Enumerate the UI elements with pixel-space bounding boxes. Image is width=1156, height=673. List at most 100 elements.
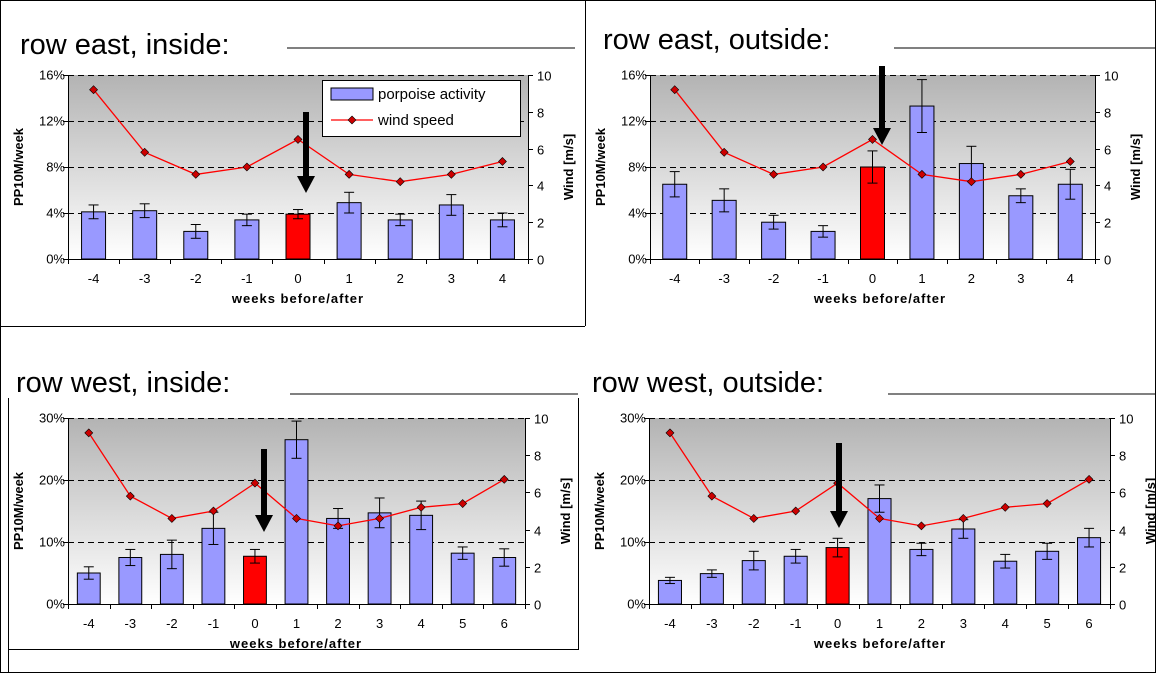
- y2-tick-label: 4: [1104, 179, 1111, 194]
- y2-tick-label: 4: [534, 524, 541, 539]
- y-axis-label: PP10M/week: [592, 471, 607, 550]
- bar: [450, 552, 475, 605]
- bar: [326, 517, 350, 605]
- wind-marker: [333, 521, 343, 531]
- wind-marker: [875, 514, 884, 523]
- y2-tick-label: 6: [537, 143, 544, 158]
- x-tick-label: 0: [251, 616, 258, 631]
- y-tick-label: 4%: [46, 206, 65, 221]
- wind-marker: [125, 491, 135, 501]
- y2-axis-label: Wind [m/s]: [561, 134, 576, 200]
- y-tick-label: 8%: [46, 160, 65, 175]
- wind-marker: [498, 157, 507, 166]
- y-tick-label: 30%: [620, 411, 646, 426]
- wind-marker: [958, 514, 968, 523]
- y2-tick-label: 6: [1104, 143, 1111, 158]
- legend-line-label: wind speed: [377, 112, 454, 129]
- y2-tick-label: 0: [1104, 253, 1111, 268]
- y-tick-label: 12%: [621, 114, 647, 129]
- x-tick-label: -1: [817, 271, 829, 286]
- y-axis-label: PP10M/week: [11, 471, 26, 550]
- wind-marker: [917, 169, 927, 179]
- arrow-head: [830, 511, 848, 528]
- x-tick-label: -2: [190, 271, 202, 286]
- wind-marker: [191, 169, 201, 179]
- y2-tick-label: 8: [1119, 449, 1126, 464]
- x-tick-label: 1: [918, 271, 925, 286]
- wind-marker: [791, 506, 801, 516]
- x-axis-label: weeks before/after: [231, 291, 364, 306]
- y2-tick-label: 2: [534, 561, 541, 576]
- x-tick-label: -3: [139, 271, 151, 286]
- wind-marker: [292, 514, 301, 523]
- x-tick-label: 0: [834, 616, 841, 631]
- wind-marker: [208, 506, 218, 516]
- wind-marker: [458, 499, 468, 508]
- y-tick-label: 20%: [39, 473, 65, 488]
- wind-marker: [1042, 499, 1052, 508]
- y-tick-label: 20%: [620, 473, 646, 488]
- wind-marker: [1084, 474, 1094, 484]
- y-axis-label: PP10M/week: [593, 127, 608, 206]
- x-tick-label: 3: [376, 616, 383, 631]
- y-tick-label: 16%: [39, 68, 65, 83]
- wind-marker: [966, 177, 976, 187]
- wind-marker: [416, 502, 426, 512]
- x-tick-label: 4: [418, 616, 425, 631]
- wind-marker: [375, 514, 385, 523]
- y2-tick-label: 2: [1104, 216, 1111, 231]
- chart-title: row east, outside:: [603, 24, 830, 56]
- y-tick-label: 0%: [627, 597, 646, 612]
- y-axis-label: PP10M/week: [11, 127, 26, 206]
- x-tick-label: 0: [294, 271, 301, 286]
- wind-marker: [868, 134, 877, 144]
- x-tick-label: -3: [706, 616, 718, 631]
- chart-title: row east, inside:: [20, 29, 230, 61]
- x-tick-label: 4: [499, 271, 506, 286]
- bar: [387, 219, 413, 260]
- wind-marker: [84, 428, 94, 438]
- y2-tick-label: 10: [1104, 69, 1118, 84]
- x-tick-label: 3: [1017, 271, 1024, 286]
- wind-marker: [818, 162, 828, 172]
- legend-line-marker: [347, 115, 357, 125]
- x-tick-label: 2: [968, 271, 975, 286]
- x-tick-label: -2: [768, 271, 780, 286]
- x-tick-label: -4: [88, 271, 100, 286]
- wind-marker: [293, 134, 303, 144]
- wind-marker: [446, 169, 456, 179]
- x-tick-label: 1: [293, 616, 300, 631]
- chart-title: row west, outside:: [592, 367, 824, 399]
- bar: [810, 230, 836, 260]
- x-tick-label: -1: [241, 271, 253, 286]
- y2-tick-label: 10: [537, 69, 551, 84]
- x-tick-label: -3: [125, 616, 137, 631]
- legend: porpoise activity wind speed: [322, 80, 521, 137]
- x-tick-label: 3: [448, 271, 455, 286]
- bar: [699, 573, 724, 605]
- x-tick-label: -1: [790, 616, 802, 631]
- chart-panel-2: row east, outside:0%4%8%12%16%0246810-4-…: [593, 24, 1156, 306]
- bar: [1008, 195, 1034, 260]
- x-tick-label: -2: [166, 616, 178, 631]
- y2-tick-label: 4: [1119, 524, 1126, 539]
- wind-marker: [167, 514, 177, 523]
- bar: [132, 210, 158, 260]
- y2-tick-label: 10: [1119, 412, 1133, 427]
- y2-tick-label: 6: [534, 486, 541, 501]
- y2-axis-label: Wind [m/s]: [558, 478, 573, 544]
- y2-tick-label: 8: [1104, 106, 1111, 121]
- bar: [1057, 183, 1083, 260]
- wind-marker: [665, 428, 675, 438]
- wind-marker: [499, 474, 509, 484]
- x-tick-label: 1: [876, 616, 883, 631]
- x-axis-label: weeks before/after: [813, 636, 946, 651]
- y2-tick-label: 0: [537, 253, 544, 268]
- y-tick-label: 0%: [628, 252, 647, 267]
- y-tick-label: 16%: [621, 68, 647, 83]
- y-tick-label: 0%: [46, 252, 65, 267]
- y2-tick-label: 8: [534, 449, 541, 464]
